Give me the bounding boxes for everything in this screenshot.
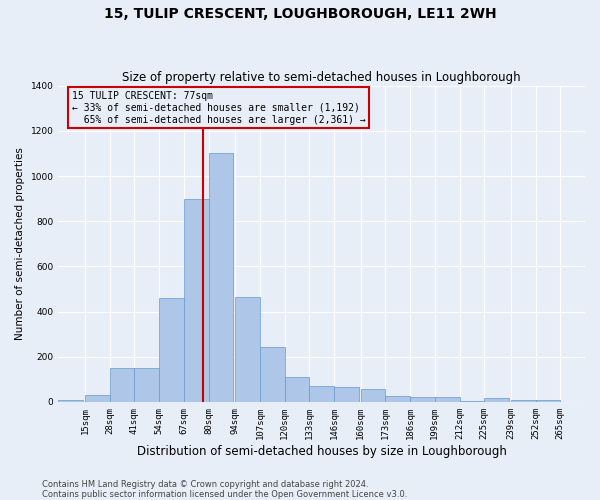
Bar bbox=[134, 368, 159, 402]
Bar bbox=[110, 368, 134, 402]
X-axis label: Distribution of semi-detached houses by size in Loughborough: Distribution of semi-detached houses by … bbox=[137, 444, 506, 458]
Bar bbox=[260, 346, 284, 402]
Bar bbox=[184, 198, 209, 402]
Bar bbox=[85, 395, 110, 402]
Bar bbox=[410, 398, 435, 402]
Bar bbox=[58, 400, 83, 402]
Bar bbox=[284, 378, 310, 402]
Bar bbox=[435, 398, 460, 402]
Bar bbox=[334, 387, 359, 402]
Bar bbox=[385, 396, 410, 402]
Bar bbox=[361, 390, 385, 402]
Bar bbox=[484, 398, 509, 402]
Title: Size of property relative to semi-detached houses in Loughborough: Size of property relative to semi-detach… bbox=[122, 72, 521, 85]
Y-axis label: Number of semi-detached properties: Number of semi-detached properties bbox=[15, 148, 25, 340]
Text: 15 TULIP CRESCENT: 77sqm
← 33% of semi-detached houses are smaller (1,192)
  65%: 15 TULIP CRESCENT: 77sqm ← 33% of semi-d… bbox=[72, 92, 365, 124]
Bar bbox=[536, 400, 560, 402]
Text: Contains HM Land Registry data © Crown copyright and database right 2024.
Contai: Contains HM Land Registry data © Crown c… bbox=[42, 480, 407, 499]
Bar bbox=[159, 298, 184, 402]
Bar bbox=[310, 386, 334, 402]
Bar bbox=[209, 154, 233, 402]
Bar bbox=[511, 400, 536, 402]
Text: 15, TULIP CRESCENT, LOUGHBOROUGH, LE11 2WH: 15, TULIP CRESCENT, LOUGHBOROUGH, LE11 2… bbox=[104, 8, 496, 22]
Bar bbox=[460, 400, 484, 402]
Bar bbox=[235, 297, 260, 402]
